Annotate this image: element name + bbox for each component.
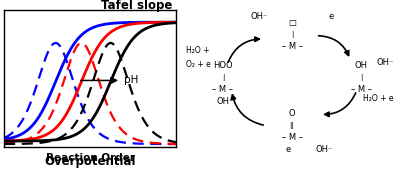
Text: pH: pH bbox=[124, 75, 139, 86]
Text: e: e bbox=[328, 12, 334, 21]
Text: OH⁻: OH⁻ bbox=[251, 12, 268, 21]
Text: Reaction Order: Reaction Order bbox=[46, 153, 134, 162]
Text: OH⁻: OH⁻ bbox=[316, 145, 333, 154]
Text: O₂ + e: O₂ + e bbox=[186, 60, 211, 69]
Text: – M –: – M – bbox=[212, 85, 233, 94]
Text: Tafel slope: Tafel slope bbox=[101, 0, 172, 12]
Text: OH⁻: OH⁻ bbox=[216, 97, 234, 106]
Text: Overpotential: Overpotential bbox=[44, 155, 136, 168]
Text: |: | bbox=[360, 74, 362, 81]
Text: |: | bbox=[222, 74, 224, 81]
Text: – M –: – M – bbox=[282, 42, 302, 51]
Text: HOO: HOO bbox=[213, 61, 233, 70]
Text: ||: || bbox=[290, 122, 294, 129]
Text: H₂O +: H₂O + bbox=[186, 46, 210, 55]
Text: – M –: – M – bbox=[282, 133, 302, 142]
Text: |: | bbox=[291, 31, 293, 38]
Text: □: □ bbox=[288, 17, 296, 27]
Text: e: e bbox=[285, 145, 290, 154]
Text: OH: OH bbox=[355, 61, 368, 70]
Text: – M –: – M – bbox=[351, 85, 372, 94]
Text: O: O bbox=[289, 109, 295, 118]
Text: H₂O + e: H₂O + e bbox=[363, 94, 394, 103]
Text: OH⁻: OH⁻ bbox=[376, 58, 394, 68]
